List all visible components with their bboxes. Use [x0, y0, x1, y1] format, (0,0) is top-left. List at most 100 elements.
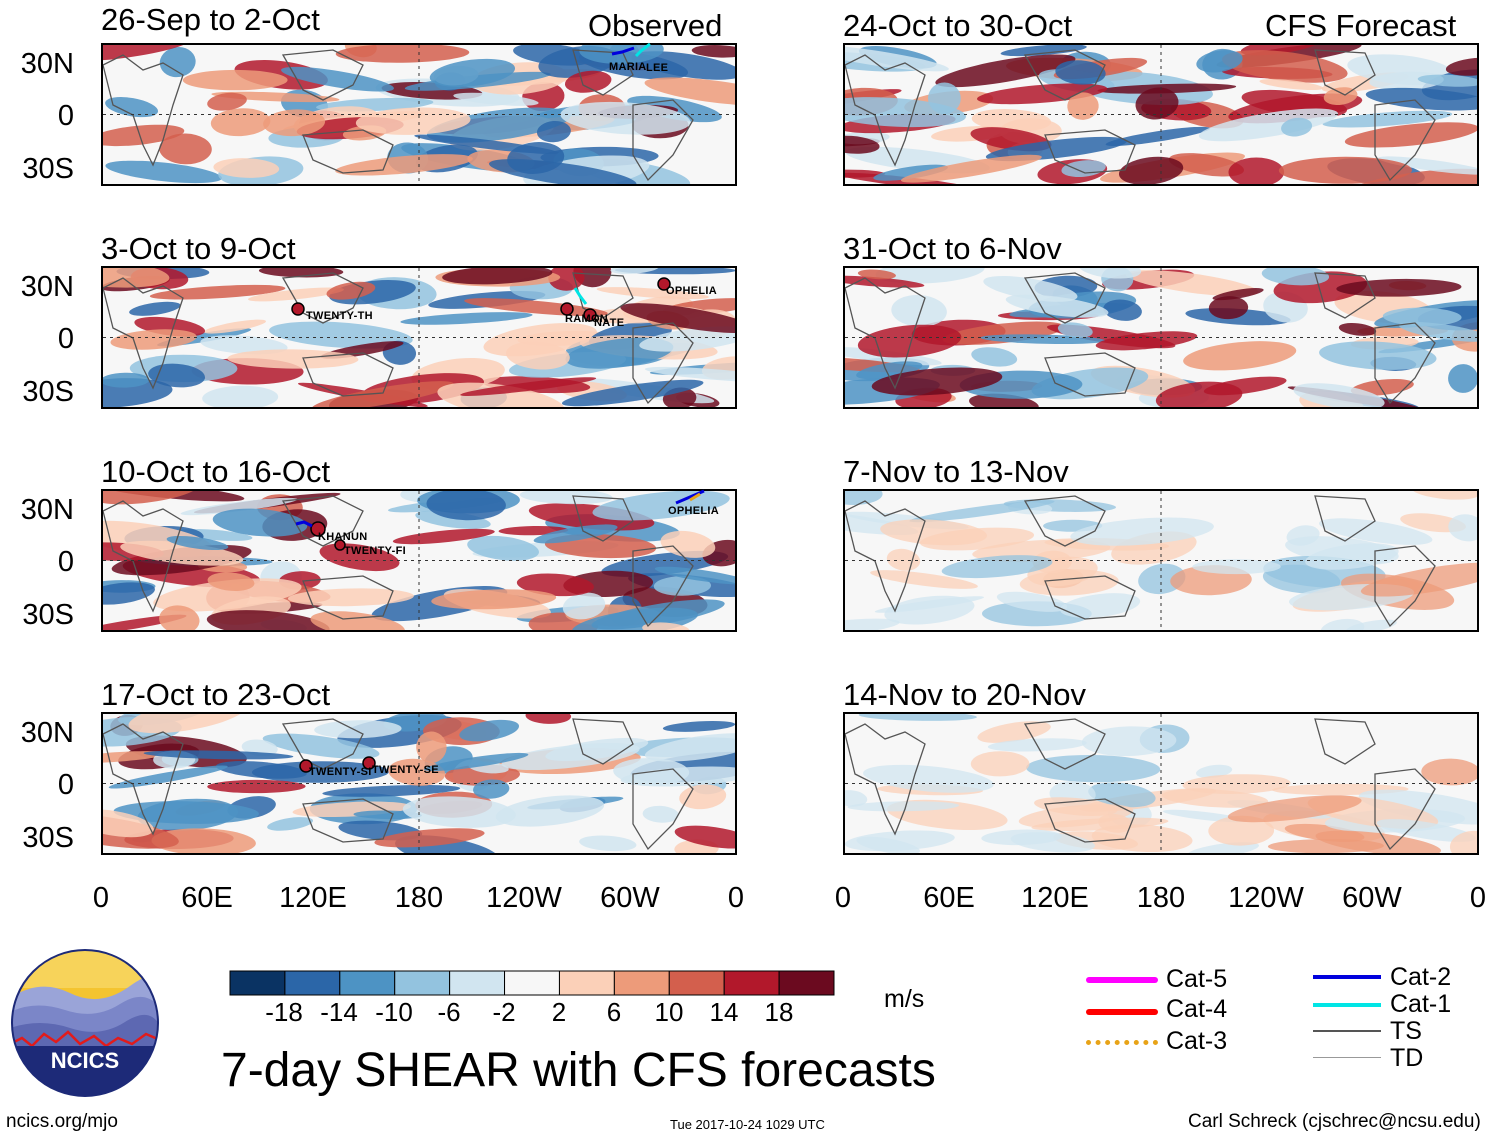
shear-blob	[1365, 87, 1477, 111]
shear-blob	[871, 367, 1003, 396]
storm-marker-twenty-th	[291, 302, 305, 316]
shear-blob	[211, 91, 340, 103]
shear-blob	[845, 97, 967, 128]
lat-label-30s: 30S	[22, 822, 74, 854]
shear-blob	[423, 752, 529, 772]
coastline	[103, 723, 184, 836]
shear-blob	[1336, 278, 1462, 297]
shear-blob	[691, 45, 735, 58]
storm-label-ophelia: OPHELIA	[666, 285, 717, 297]
legend-label-td: TD	[1390, 1044, 1424, 1072]
shear-blob	[1208, 815, 1275, 846]
storm-label-twenty-si: TWENTY-SI	[309, 766, 372, 778]
shear-blob	[103, 268, 170, 288]
storm-track-layer	[291, 42, 705, 773]
lat-label-eq: 0	[57, 100, 74, 132]
shear-blob	[941, 555, 1053, 579]
shear-blob	[545, 737, 649, 762]
legend-line-cat3	[1086, 1040, 1158, 1045]
shear-blob	[644, 77, 735, 106]
shear-blob	[103, 378, 173, 407]
shear-blob	[1360, 562, 1477, 597]
shear-blob	[886, 548, 921, 571]
shear-blob	[310, 611, 405, 630]
legend-label-cat4: Cat-4	[1166, 995, 1228, 1023]
panel-title-cfs1: 24-Oct to 30-Oct	[843, 8, 1073, 43]
lon-label-60e: 60E	[181, 882, 233, 914]
shear-blob	[516, 573, 594, 597]
shear-blob	[1319, 518, 1433, 545]
shear-blob	[442, 268, 553, 285]
shear-blob	[322, 784, 461, 797]
shear-blob	[981, 829, 1063, 846]
shear-blob	[206, 610, 330, 630]
shear-blob	[213, 158, 280, 178]
shear-blob	[847, 801, 960, 812]
coastline	[632, 322, 694, 405]
map-panel-obs1	[101, 43, 737, 186]
shear-blob	[1417, 74, 1477, 87]
storm-label-khanun: KHANUN	[318, 531, 368, 543]
shear-blob	[596, 287, 709, 300]
shear-blob	[1449, 830, 1477, 853]
storm-label-twenty-fi: TWENTY-FI	[344, 545, 406, 557]
shear-blob	[1319, 341, 1437, 370]
lon-label-180: 180	[1136, 882, 1186, 914]
lon-label-120e: 120E	[279, 882, 347, 914]
coastline	[281, 495, 364, 547]
panel-title-cfs4: 14-Nov to 20-Nov	[843, 677, 1086, 712]
colorbar-tick-label: 2	[551, 997, 567, 1027]
coastline	[632, 545, 694, 628]
shear-blob	[1070, 517, 1214, 546]
coastline	[632, 99, 694, 182]
shear-blob	[459, 719, 520, 742]
shear-blob	[654, 566, 735, 585]
lon-label-60e: 60E	[923, 882, 975, 914]
lon-label-60w: 60W	[600, 882, 660, 914]
shear-blob	[845, 135, 880, 154]
shear-blob	[857, 324, 962, 358]
shear-blob	[326, 281, 376, 300]
map-panel-obs2	[101, 266, 737, 409]
colorbar	[229, 970, 835, 996]
shear-blob	[426, 107, 571, 143]
shear-blob	[103, 124, 185, 147]
shear-blob	[128, 714, 247, 734]
colorbar-swatch	[668, 970, 725, 996]
shear-blob	[644, 733, 735, 762]
map-panel-obs3	[101, 489, 737, 632]
lon-label-120w: 120W	[486, 882, 562, 914]
colorbar-tick-label: -2	[492, 997, 516, 1027]
legend-line-cat1	[1313, 1003, 1381, 1007]
lat-label-30n: 30N	[20, 271, 74, 303]
shear-blob	[113, 801, 259, 824]
coastline	[1314, 718, 1376, 765]
shear-blob	[644, 366, 735, 383]
shear-blob	[1187, 842, 1260, 853]
shear-blob	[210, 108, 271, 137]
shear-blob	[845, 618, 900, 630]
shear-blob	[495, 795, 605, 827]
panel-title-obs3: 10-Oct to 16-Oct	[101, 454, 331, 489]
shear-blob	[564, 70, 612, 93]
shear-blob	[1261, 268, 1330, 286]
ncics-logo: NCICS	[11, 949, 159, 1097]
colorbar-swatch	[284, 970, 341, 996]
lon-label-120w: 120W	[1228, 882, 1304, 914]
shear-blob	[845, 790, 868, 807]
colorbar-swatch	[504, 970, 560, 996]
coastline	[103, 500, 184, 613]
lon-label-0: 0	[834, 882, 852, 914]
colorbar-tick-label: -18	[265, 997, 303, 1027]
shear-blob	[400, 312, 533, 325]
shear-blob	[1377, 156, 1477, 175]
panel-title-obs2: 3-Oct to 9-Oct	[101, 231, 296, 266]
shear-blob	[660, 530, 716, 558]
shear-blob	[642, 805, 679, 823]
shear-blob	[983, 275, 1078, 302]
shear-blob	[1196, 764, 1233, 779]
legend-label-cat1: Cat-1	[1390, 990, 1452, 1018]
shear-blob	[880, 519, 987, 546]
shear-blob	[845, 275, 925, 288]
